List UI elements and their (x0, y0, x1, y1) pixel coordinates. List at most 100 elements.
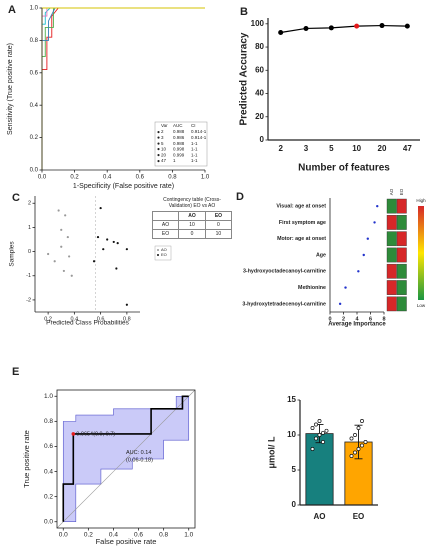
legend-swatch (157, 249, 159, 251)
point (354, 23, 360, 29)
heat-cell (386, 280, 397, 295)
x-tick-label: 1.0 (184, 532, 193, 539)
y-tick-label: 0 (260, 135, 265, 144)
legend-ci: 1-1 (191, 141, 198, 146)
legend-swatch: ● (157, 153, 160, 159)
heat-cell (386, 215, 397, 230)
y-tick-label: 0.4 (30, 103, 39, 109)
point (102, 248, 105, 251)
data-point (349, 454, 354, 458)
dot (344, 286, 347, 289)
heat-cell (386, 247, 397, 263)
x-tick-label: 2 (342, 316, 345, 322)
y-tick-label: 10 (287, 430, 296, 439)
y-tick-label: 0 (28, 249, 31, 255)
data-point (360, 419, 364, 423)
legend-box (154, 121, 208, 167)
y-tick-label: 0.2 (30, 135, 39, 141)
legend-ci: 0.914-1 (191, 129, 207, 134)
data-point (321, 440, 325, 444)
heat-cell (396, 215, 407, 230)
x-axis-title: 1-Specificity (False positive rate) (73, 183, 174, 190)
y-tick-label: 40 (255, 89, 264, 98)
corner (151, 211, 180, 221)
data-point (321, 430, 325, 435)
heat-cell (396, 198, 407, 214)
point (96, 235, 100, 239)
x-tick-label: 0.4 (109, 532, 118, 539)
legend-swatch: ● (157, 141, 160, 147)
panel-label: B (240, 6, 248, 18)
bar (305, 433, 334, 506)
point (125, 303, 128, 306)
legend-label: 2 (161, 129, 164, 134)
y-tick-label: 0.6 (44, 443, 53, 450)
y-axis-title: μmol/ L (266, 436, 276, 469)
data-point (314, 422, 318, 427)
point (62, 269, 65, 273)
data-point (363, 440, 368, 444)
plot-frame (56, 389, 196, 529)
y-axis-title: Samples (9, 241, 16, 267)
feature-label: 3-hydroxytetradecenoyl-carnitine (242, 301, 326, 307)
dot (357, 270, 360, 273)
feature-label: Age (316, 252, 326, 258)
point (68, 255, 71, 258)
x-tick-label: 0.8 (123, 316, 131, 322)
point (125, 248, 128, 251)
y-axis-title: True positive rate (22, 430, 31, 488)
x-tick-label: 1.0 (201, 175, 210, 181)
panel-label: E (12, 366, 19, 378)
x-tick-label: 0.6 (97, 316, 105, 322)
y-axis-title: Sensitivity (True positive rate) (7, 43, 14, 135)
x-tick-label: 0.6 (134, 532, 143, 539)
y-tick-label: 0.0 (44, 518, 53, 525)
x-axis-title: False positive rate (96, 537, 157, 546)
y-tick-label: 60 (255, 65, 264, 74)
x-tick-label: 47 (403, 144, 412, 153)
y-tick-label: 0.4 (44, 468, 53, 475)
heat-cell (386, 263, 397, 279)
legend-ci: 1-1 (191, 158, 198, 163)
y-tick-label: 0.6 (30, 70, 39, 76)
y-tick-label: -2 (26, 297, 31, 303)
legend-auc: 0.999 (173, 152, 185, 157)
row-header: AO (151, 220, 180, 230)
heatmap-column: EO (399, 188, 404, 195)
data-point (314, 436, 318, 441)
legend-label: 47 (161, 158, 167, 163)
x-tick-label: 10 (352, 144, 361, 153)
legend-ci: 1-1 (191, 147, 198, 152)
y-tick-label: 0.8 (30, 38, 39, 44)
y-tick-label: 1 (28, 225, 31, 231)
heat-cell (396, 280, 407, 295)
legend-auc: 0.988 (173, 129, 185, 134)
legend-swatch: ● (157, 147, 160, 153)
y-tick-label: 2 (28, 201, 31, 207)
dot (366, 237, 369, 240)
x-tick-label: 0.2 (70, 175, 79, 181)
y-tick-label: 1.0 (44, 393, 53, 400)
heat-cell (386, 231, 397, 247)
legend-label: 3 (161, 135, 164, 140)
legend-label: 5 (161, 141, 164, 146)
data-point (310, 426, 315, 430)
annotation: (0.06-0.18) (126, 458, 153, 464)
x-tick-label: 8 (382, 316, 385, 322)
legend-auc: 0.988 (173, 141, 185, 146)
point (47, 252, 50, 256)
point (92, 260, 96, 263)
y-tick-label: 80 (255, 42, 264, 51)
point (115, 267, 118, 270)
data-point (317, 419, 322, 423)
y-tick-label: 0.8 (44, 418, 53, 425)
y-tick-label: 1.0 (30, 6, 39, 12)
heat-cell (396, 263, 407, 279)
dot (338, 302, 342, 306)
point (99, 206, 102, 210)
point (60, 245, 63, 248)
legend-header: AUC (173, 123, 183, 128)
x-tick-label: 0.4 (71, 316, 79, 322)
